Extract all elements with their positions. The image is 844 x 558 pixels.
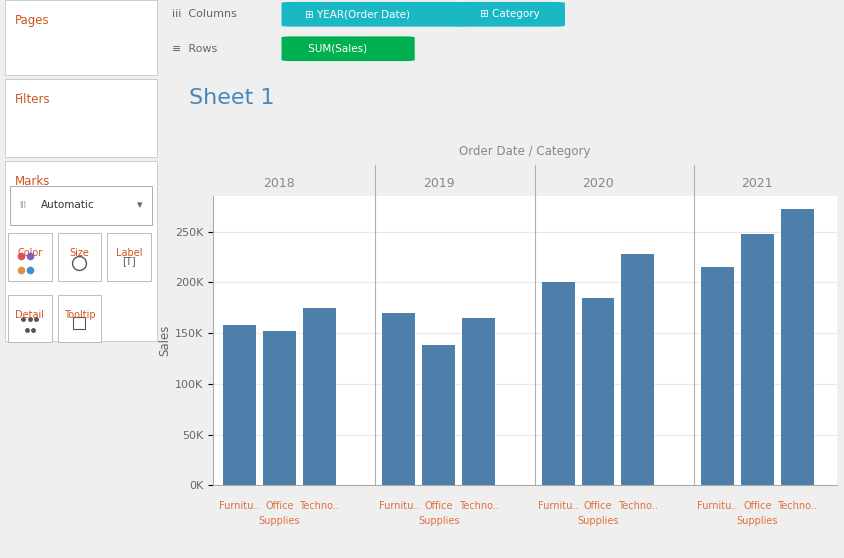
Text: Color: Color: [18, 248, 42, 258]
Bar: [541, 282, 574, 485]
Text: Techno..: Techno..: [299, 502, 338, 511]
Y-axis label: Sales: Sales: [158, 325, 170, 357]
Text: Detail: Detail: [15, 310, 45, 320]
FancyBboxPatch shape: [8, 233, 51, 281]
Text: ≡  Rows: ≡ Rows: [172, 44, 217, 54]
Text: Filters: Filters: [14, 93, 50, 106]
Text: Furnitu..: Furnitu..: [696, 502, 737, 511]
FancyBboxPatch shape: [455, 2, 565, 27]
FancyBboxPatch shape: [281, 36, 414, 61]
Text: Office: Office: [265, 502, 293, 511]
Text: Techno..: Techno..: [617, 502, 657, 511]
Bar: [581, 297, 614, 485]
FancyBboxPatch shape: [57, 233, 101, 281]
Text: Furnitu..: Furnitu..: [538, 502, 577, 511]
FancyBboxPatch shape: [5, 0, 157, 75]
Bar: [262, 331, 295, 485]
Text: 2018: 2018: [263, 177, 295, 190]
FancyBboxPatch shape: [107, 233, 150, 281]
Text: ⊞ Category: ⊞ Category: [479, 9, 538, 20]
Text: Label: Label: [116, 248, 142, 258]
Bar: [740, 234, 773, 485]
Text: 2019: 2019: [422, 177, 454, 190]
Text: SUM(Sales): SUM(Sales): [305, 44, 367, 54]
Text: Supplies: Supplies: [418, 516, 459, 526]
Text: 2021: 2021: [741, 177, 772, 190]
Text: Supplies: Supplies: [736, 516, 777, 526]
Text: Automatic: Automatic: [41, 200, 94, 210]
Bar: [422, 345, 455, 485]
Text: Techno..: Techno..: [776, 502, 816, 511]
Text: Pages: Pages: [14, 14, 49, 27]
FancyBboxPatch shape: [10, 186, 152, 225]
Bar: [302, 308, 335, 485]
Bar: [462, 318, 495, 485]
Bar: [620, 254, 653, 485]
Text: iii  Columns: iii Columns: [172, 9, 237, 20]
Bar: [701, 267, 733, 485]
Text: Techno..: Techno..: [458, 502, 498, 511]
Text: Marks: Marks: [14, 175, 50, 187]
Text: 2020: 2020: [582, 177, 613, 190]
FancyBboxPatch shape: [281, 2, 465, 27]
Text: Supplies: Supplies: [258, 516, 300, 526]
Text: Office: Office: [742, 502, 771, 511]
FancyBboxPatch shape: [5, 161, 157, 341]
Text: Order Date / Category: Order Date / Category: [458, 145, 590, 158]
FancyBboxPatch shape: [8, 295, 51, 342]
Text: ▾: ▾: [137, 200, 142, 210]
Bar: [780, 209, 813, 485]
Text: Sheet 1: Sheet 1: [189, 88, 274, 108]
Text: Supplies: Supplies: [576, 516, 618, 526]
Text: Office: Office: [583, 502, 612, 511]
Text: Office: Office: [424, 502, 452, 511]
Text: lll: lll: [19, 201, 26, 210]
Text: Size: Size: [69, 248, 89, 258]
Bar: [223, 325, 256, 485]
Text: Tooltip: Tooltip: [63, 310, 95, 320]
Text: [T]: [T]: [122, 256, 135, 266]
Text: Furnitu..: Furnitu..: [219, 502, 259, 511]
Text: ⊞ YEAR(Order Date): ⊞ YEAR(Order Date): [305, 9, 410, 20]
FancyBboxPatch shape: [5, 79, 157, 157]
Bar: [382, 313, 414, 485]
FancyBboxPatch shape: [57, 295, 101, 342]
Text: Furnitu..: Furnitu..: [378, 502, 419, 511]
